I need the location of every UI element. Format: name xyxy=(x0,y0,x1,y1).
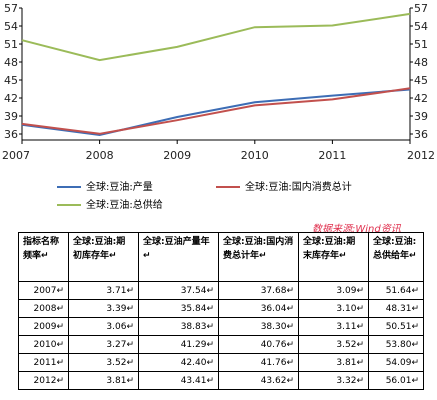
header-ending-stock: 全球:豆油:期末库存年↵ xyxy=(298,232,369,282)
table-cell: 2007↵ xyxy=(18,281,69,300)
table-row: 2009↵ 3.06↵ 38.83↵ 38.30↵ 3.11↵ 50.51↵ xyxy=(18,317,424,336)
y-tick-label-right: 51 xyxy=(414,38,428,51)
table-cell: 35.84↵ xyxy=(138,299,219,318)
table-cell: 41.76↵ xyxy=(218,353,299,372)
table-cell: 3.39↵ xyxy=(68,299,139,318)
header-total-supply: 全球:豆油:总供给年↵ xyxy=(368,232,424,282)
table-cell: 48.31↵ xyxy=(368,299,424,318)
table-cell: 3.71↵ xyxy=(68,281,139,300)
table-cell: 53.80↵ xyxy=(368,335,424,354)
table-cell: 54.09↵ xyxy=(368,353,424,372)
table-row: 2008↵ 3.39↵ 35.84↵ 36.04↵ 3.10↵ 48.31↵ xyxy=(18,299,424,318)
x-tick-label: 2008 xyxy=(86,149,114,162)
legend-swatch-production xyxy=(57,186,81,188)
y-tick-label-right: 48 xyxy=(414,56,428,69)
y-tick-label-right: 42 xyxy=(414,92,428,105)
table-cell: 41.29↵ xyxy=(138,335,219,354)
table-cell: 2009↵ xyxy=(18,317,69,336)
table-cell: 43.41↵ xyxy=(138,371,219,390)
y-tick-label-left: 39 xyxy=(4,110,18,123)
table-cell: 2010↵ xyxy=(18,335,69,354)
legend-swatch-supply xyxy=(57,204,81,206)
x-tick-label: 2010 xyxy=(241,149,269,162)
table-cell: 2008↵ xyxy=(18,299,69,318)
source-note: 数据来源:Wind资讯 xyxy=(312,224,401,235)
data-table: 指标名称频率↵ 全球:豆油:期初库存年↵ 全球:豆油产量年↵ 全球:豆油:国内消… xyxy=(18,232,424,390)
table-cell: 40.76↵ xyxy=(218,335,299,354)
x-tick-label: 2011 xyxy=(318,149,346,162)
table-cell: 56.01↵ xyxy=(368,371,424,390)
y-tick-label-left: 45 xyxy=(4,74,18,87)
y-tick-label-left: 54 xyxy=(4,20,18,33)
y-tick-label-right: 57 xyxy=(414,2,428,15)
header-opening-stock: 全球:豆油:期初库存年↵ xyxy=(68,232,139,282)
y-tick-label-left: 48 xyxy=(4,56,18,69)
table-cell: 42.40↵ xyxy=(138,353,219,372)
table-row: 2007↵ 3.71↵ 37.54↵ 37.68↵ 3.09↵ 51.64↵ xyxy=(18,281,424,300)
table-cell: 37.54↵ xyxy=(138,281,219,300)
y-tick-label-right: 39 xyxy=(414,110,428,123)
legend-item-consumption: 全球:豆油:国内消费总计 xyxy=(216,178,352,193)
table-cell: 38.30↵ xyxy=(218,317,299,336)
table-cell: 3.06↵ xyxy=(68,317,139,336)
table-cell: 3.10↵ xyxy=(298,299,369,318)
series-line-consumption xyxy=(21,87,411,135)
table-cell: 2011↵ xyxy=(18,353,69,372)
table-cell: 51.64↵ xyxy=(368,281,424,300)
line-chart: 36 39 42 45 48 51 54 57 36 39 42 45 48 51 54 57 2007 20… xyxy=(2,2,435,162)
table-cell: 3.11↵ xyxy=(298,317,369,336)
table-row: 2012↵ 3.81↵ 43.41↵ 43.62↵ 3.32↵ 56.01↵ xyxy=(18,371,424,390)
y-tick-label-left: 51 xyxy=(4,38,18,51)
legend-label-supply: 全球:豆油:总供给 xyxy=(86,200,163,211)
table-cell: 43.62↵ xyxy=(218,371,299,390)
table-cell: 3.52↵ xyxy=(68,353,139,372)
y-tick-label-right: 45 xyxy=(414,74,428,87)
header-production: 全球:豆油产量年↵ xyxy=(138,232,219,282)
table-cell: 3.32↵ xyxy=(298,371,369,390)
table-cell: 2012↵ xyxy=(18,371,69,390)
x-tick-label: 2012 xyxy=(407,149,435,162)
header-indicator: 指标名称频率↵ xyxy=(18,232,69,282)
legend-item-supply: 全球:豆油:总供给 xyxy=(57,196,163,211)
y-tick-label-left: 36 xyxy=(4,128,18,141)
legend-item-production: 全球:豆油:产量 xyxy=(57,178,153,193)
table-header-row: 指标名称频率↵ 全球:豆油:期初库存年↵ 全球:豆油产量年↵ 全球:豆油:国内消… xyxy=(18,232,424,282)
table-cell: 3.52↵ xyxy=(298,335,369,354)
table-row: 2011↵ 3.52↵ 42.40↵ 41.76↵ 3.81↵ 54.09↵ xyxy=(18,353,424,372)
legend-label-production: 全球:豆油:产量 xyxy=(86,182,153,193)
x-tick-label: 2009 xyxy=(163,149,191,162)
y-tick-label-right: 54 xyxy=(414,20,428,33)
table-cell: 50.51↵ xyxy=(368,317,424,336)
table-cell: 3.81↵ xyxy=(68,371,139,390)
x-tick-label: 2007 xyxy=(2,149,30,162)
series-line-production xyxy=(21,88,411,137)
y-tick-label-right: 36 xyxy=(414,128,428,141)
y-tick-label-left: 57 xyxy=(4,2,18,15)
table-cell: 36.04↵ xyxy=(218,299,299,318)
table-cell: 3.09↵ xyxy=(298,281,369,300)
table-row: 2010↵ 3.27↵ 41.29↵ 40.76↵ 3.52↵ 53.80↵ xyxy=(18,335,424,354)
table-cell: 3.27↵ xyxy=(68,335,139,354)
y-tick-label-left: 42 xyxy=(4,92,18,105)
legend-swatch-consumption xyxy=(216,186,240,188)
legend-label-consumption: 全球:豆油:国内消费总计 xyxy=(245,182,352,193)
table-cell: 37.68↵ xyxy=(218,281,299,300)
header-consumption: 全球:豆油:国内消费总计年↵ xyxy=(218,232,299,282)
series-line-supply xyxy=(21,12,411,62)
table-cell: 3.81↵ xyxy=(298,353,369,372)
table-cell: 38.83↵ xyxy=(138,317,219,336)
